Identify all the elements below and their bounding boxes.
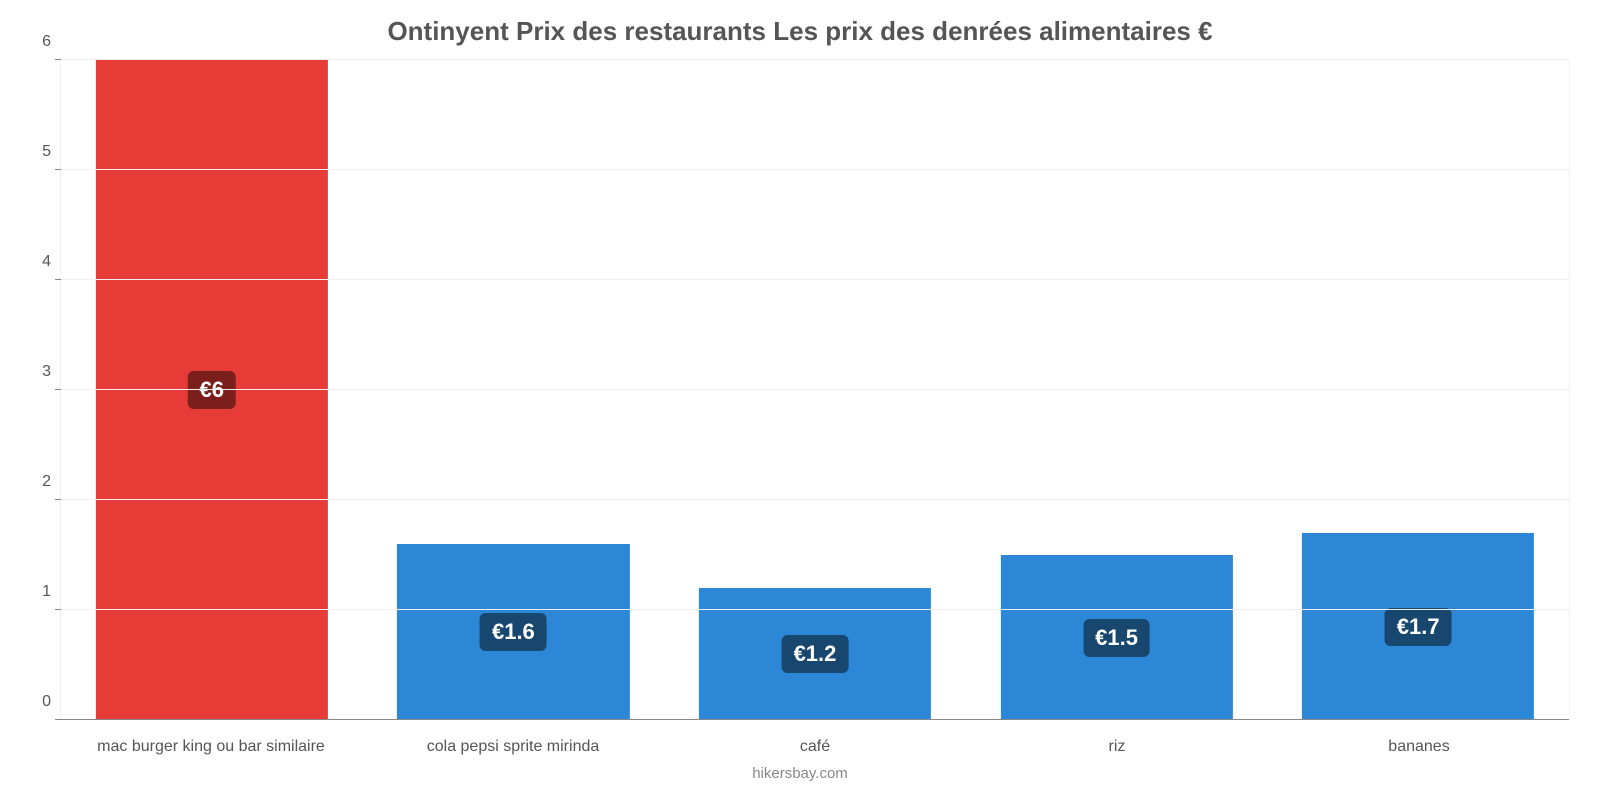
y-tick-mark bbox=[55, 719, 61, 720]
value-badge: €1.7 bbox=[1385, 608, 1452, 646]
bars-container: €6 €1.6 €1.2 €1.5 €1.7 bbox=[61, 60, 1569, 720]
plot-area: €6€1.6€1.2€1.5€1.7 0123456 bbox=[60, 60, 1570, 720]
y-tick-label: 5 bbox=[42, 143, 61, 161]
bar-slot: €1.7 bbox=[1267, 60, 1569, 720]
y-tick-mark bbox=[55, 279, 61, 280]
bar-slot: €1.5 bbox=[966, 60, 1268, 720]
chart-title: Ontinyent Prix des restaurants Les prix … bbox=[0, 16, 1600, 47]
y-tick-label: 0 bbox=[42, 693, 61, 711]
x-axis-label: bananes bbox=[1268, 738, 1570, 756]
gridline bbox=[61, 719, 1569, 720]
gridline bbox=[61, 169, 1569, 170]
x-axis-label: cola pepsi sprite mirinda bbox=[362, 738, 664, 756]
gridline bbox=[61, 279, 1569, 280]
gridline bbox=[61, 609, 1569, 610]
y-tick-mark bbox=[55, 389, 61, 390]
y-tick-label: 2 bbox=[42, 473, 61, 491]
value-badge: €1.2 bbox=[782, 635, 849, 673]
gridline bbox=[61, 389, 1569, 390]
bar-slot: €6 bbox=[61, 60, 363, 720]
y-tick-label: 4 bbox=[42, 253, 61, 271]
x-axis-label: café bbox=[664, 738, 966, 756]
y-tick-label: 6 bbox=[42, 33, 61, 51]
chart-source: hikersbay.com bbox=[0, 765, 1600, 782]
y-tick-mark bbox=[55, 59, 61, 60]
y-tick-mark bbox=[55, 609, 61, 610]
x-axis-label: mac burger king ou bar similaire bbox=[60, 738, 362, 756]
price-bar-chart: Ontinyent Prix des restaurants Les prix … bbox=[0, 0, 1600, 800]
x-axis-labels: mac burger king ou bar similairecola pep… bbox=[60, 738, 1570, 756]
y-tick-label: 1 bbox=[42, 583, 61, 601]
y-tick-mark bbox=[55, 499, 61, 500]
value-badge: €6 bbox=[188, 371, 236, 409]
gridline bbox=[61, 499, 1569, 500]
x-axis-label: riz bbox=[966, 738, 1268, 756]
gridline bbox=[61, 59, 1569, 60]
bar-slot: €1.2 bbox=[664, 60, 966, 720]
value-badge: €1.5 bbox=[1083, 619, 1150, 657]
y-tick-label: 3 bbox=[42, 363, 61, 381]
value-badge: €1.6 bbox=[480, 613, 547, 651]
y-tick-mark bbox=[55, 169, 61, 170]
bar-slot: €1.6 bbox=[363, 60, 665, 720]
